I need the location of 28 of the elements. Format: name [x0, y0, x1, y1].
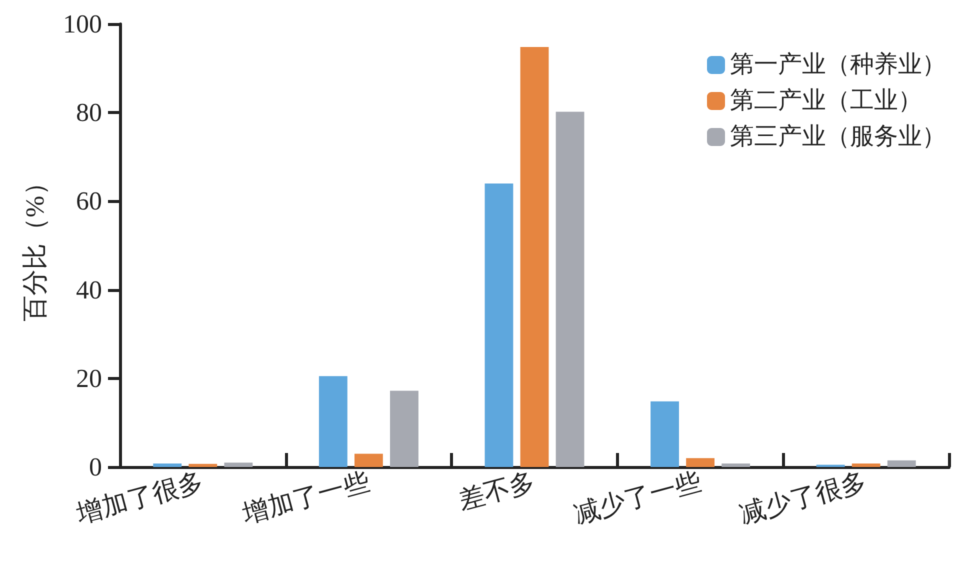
- x-tick-label: 差不多: [455, 466, 538, 516]
- legend-label: 第二产业（工业）: [730, 87, 922, 114]
- bar: [556, 112, 584, 467]
- bar: [650, 401, 679, 467]
- bar: [224, 462, 253, 467]
- x-tick-label: 增加了一些: [238, 466, 372, 529]
- bar: [852, 463, 880, 467]
- bar: [153, 463, 182, 467]
- bar: [887, 460, 916, 467]
- x-tick-label: 减少了一些: [570, 466, 704, 529]
- legend-label: 第三产业（服务业）: [730, 123, 946, 150]
- bar: [390, 390, 418, 467]
- bar: [686, 458, 715, 467]
- y-tick-label: 100: [63, 10, 102, 38]
- x-tick-label: 减少了很多: [736, 466, 870, 529]
- y-tick-label: 20: [76, 364, 102, 393]
- y-axis-title: 百分比（%）: [20, 170, 50, 322]
- bar: [188, 464, 218, 467]
- bar: [722, 463, 750, 467]
- y-tick-label: 0: [89, 452, 102, 482]
- bar: [354, 454, 383, 467]
- bar: [484, 183, 514, 467]
- y-tick-label: 80: [76, 98, 102, 128]
- y-tick-label: 60: [76, 186, 102, 216]
- bar: [520, 47, 549, 467]
- y-tick-label: 40: [76, 275, 102, 304]
- bar: [318, 376, 348, 467]
- legend-label: 第一产业（种养业）: [730, 51, 946, 78]
